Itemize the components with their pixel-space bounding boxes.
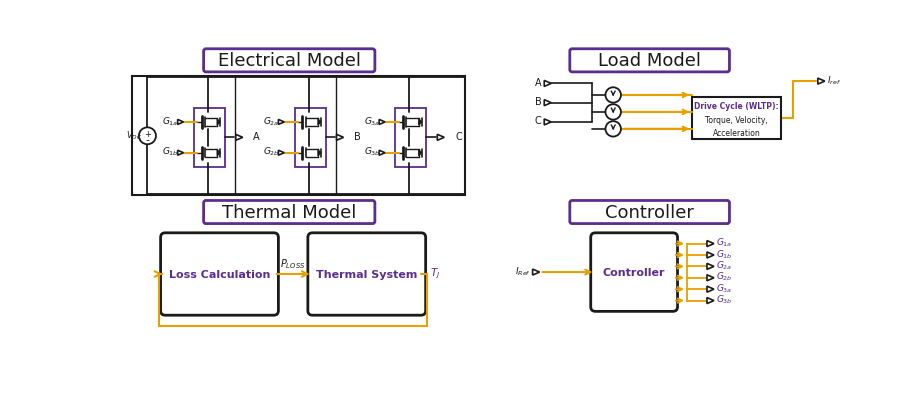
Polygon shape [707,252,714,258]
Text: C: C [535,116,541,126]
Text: Torque, Velocity,: Torque, Velocity, [706,115,768,124]
Text: C: C [456,132,462,142]
Text: Controller: Controller [603,267,665,277]
Text: $T_J$: $T_J$ [430,265,440,280]
Polygon shape [818,79,824,85]
Text: $G_{1b}$: $G_{1b}$ [716,247,733,260]
Polygon shape [177,151,184,156]
Circle shape [606,105,621,120]
Text: $G_{1a}$: $G_{1a}$ [716,236,732,249]
Text: $G_{1a}$: $G_{1a}$ [163,115,179,128]
Polygon shape [217,119,221,126]
Polygon shape [707,286,714,292]
Polygon shape [707,241,714,247]
Text: Controller: Controller [606,204,694,221]
FancyBboxPatch shape [308,233,425,316]
Text: $G_{2b}$: $G_{2b}$ [716,270,733,283]
Polygon shape [707,298,714,304]
Text: -: - [145,134,150,144]
Polygon shape [533,269,539,275]
Text: A: A [253,132,259,142]
Text: Drive Cycle (WLTP):: Drive Cycle (WLTP): [695,102,779,111]
Circle shape [139,128,156,145]
Text: B: B [354,132,360,142]
FancyBboxPatch shape [161,233,278,316]
Bar [295,109,325,167]
Text: $G_{1b}$: $G_{1b}$ [163,146,179,158]
Text: Thermal System: Thermal System [316,269,417,279]
Polygon shape [707,275,714,281]
Text: A: A [535,78,541,88]
Text: Thermal Model: Thermal Model [222,204,357,221]
Circle shape [606,122,621,137]
FancyBboxPatch shape [570,201,730,224]
Text: $G_{3b}$: $G_{3b}$ [364,146,380,158]
Text: Load Model: Load Model [598,52,701,70]
Text: $I_{Ref}$: $I_{Ref}$ [516,265,531,277]
Bar [132,77,465,196]
Text: $G_{2a}$: $G_{2a}$ [716,259,732,271]
Polygon shape [380,151,385,156]
Text: Electrical Model: Electrical Model [218,52,361,70]
Text: $P_{LOSS}$: $P_{LOSS}$ [280,257,306,271]
Polygon shape [544,100,551,106]
Polygon shape [419,119,422,126]
Bar [692,97,781,140]
Polygon shape [336,135,344,141]
Text: $G_{2b}$: $G_{2b}$ [263,146,279,158]
FancyBboxPatch shape [570,50,730,73]
Text: B: B [535,97,541,107]
FancyBboxPatch shape [204,50,375,73]
Polygon shape [177,120,184,125]
Bar [395,109,426,167]
Text: $G_{3a}$: $G_{3a}$ [364,115,380,128]
Polygon shape [419,150,422,156]
Polygon shape [707,264,714,270]
Text: Loss Calculation: Loss Calculation [169,269,270,279]
Polygon shape [437,135,444,141]
Polygon shape [236,135,243,141]
Text: $G_{3b}$: $G_{3b}$ [716,293,733,306]
Polygon shape [318,150,321,156]
Text: Acceleration: Acceleration [713,129,761,138]
Text: $V_{DC}$: $V_{DC}$ [126,129,142,141]
Polygon shape [318,119,321,126]
FancyBboxPatch shape [591,233,677,312]
Polygon shape [380,120,385,125]
Polygon shape [278,151,284,156]
Polygon shape [544,81,551,87]
FancyBboxPatch shape [204,201,375,224]
Circle shape [606,88,621,103]
Polygon shape [217,150,221,156]
Text: $G_{3a}$: $G_{3a}$ [716,282,732,294]
Text: $I_{ref}$: $I_{ref}$ [827,74,841,87]
Text: +: + [144,129,151,138]
Polygon shape [278,120,284,125]
Text: $G_{2a}$: $G_{2a}$ [263,115,279,128]
Polygon shape [544,119,551,126]
Bar [194,109,225,167]
